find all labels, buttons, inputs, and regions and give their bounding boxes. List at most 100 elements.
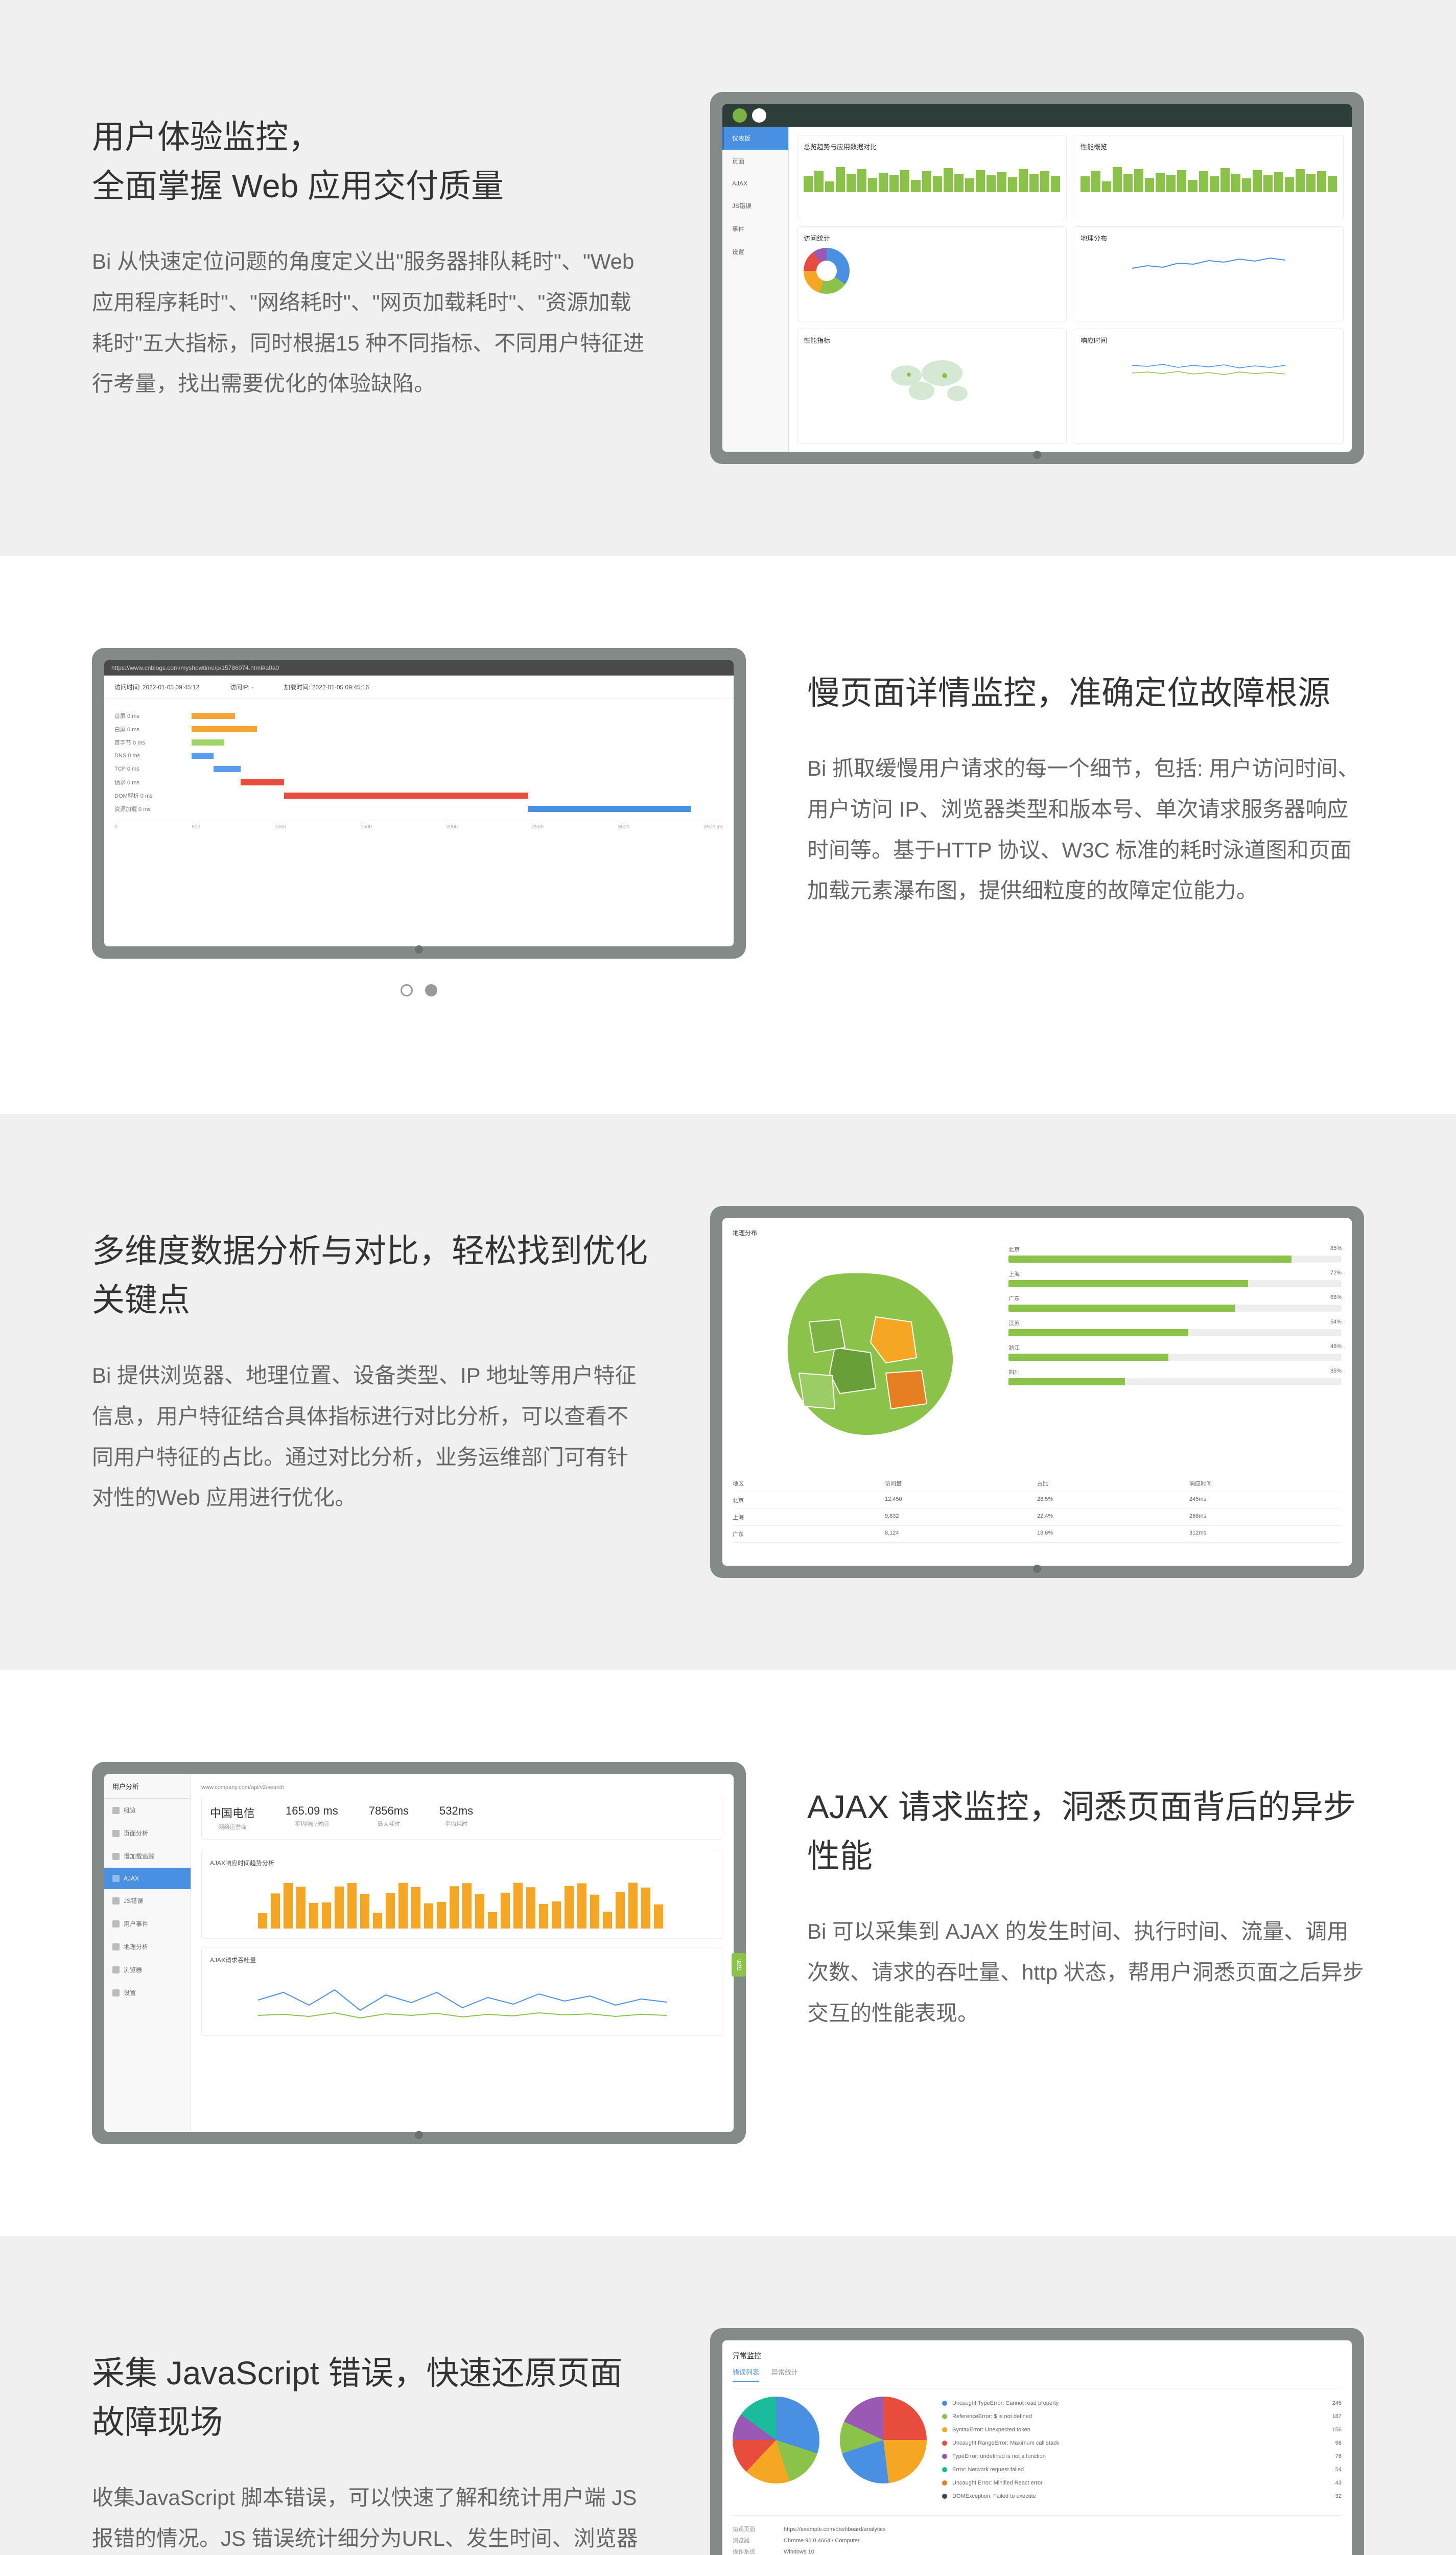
nav-label: JS错误 [124,1896,143,1905]
sidebar-item[interactable]: 页面 [722,150,788,173]
sidebar-item[interactable]: 慢加载追踪 [104,1845,191,1868]
error-count: 43 [1335,2480,1342,2486]
sidebar-item[interactable]: 页面分析 [104,1822,191,1845]
prog-fill [1008,1378,1125,1385]
feedback-badge[interactable]: 反馈 [732,1953,746,1977]
metric: 532ms平均耗时 [439,1804,473,1831]
bar [1199,171,1208,192]
dot-active[interactable] [425,984,437,996]
prog-value: 68% [1330,1294,1342,1303]
table-cell: 28.5% [1037,1496,1189,1504]
bar-track [181,713,723,719]
image-column: 仪表板页面AJAXJS错误事件设置 总览趋势与应用数据对比 性能概览 访问统计 [710,92,1364,464]
error-list-item[interactable]: DOMException: Failed to execute32 [942,2490,1342,2503]
sidebar-item[interactable]: 设置 [722,240,788,263]
progress-item: 北京85% [1008,1245,1342,1263]
sidebar-item[interactable]: 地理分析 [104,1935,191,1958]
axis-tick: 2000 [447,824,458,830]
text-column: 采集 JavaScript 错误，快速还原页面故障现场 收集JavaScript… [92,2328,649,2555]
tab-active[interactable]: 错误列表 [733,2367,759,2382]
error-text: Error: Network request failed [952,2467,1330,2473]
color-dot-icon [942,2427,947,2432]
progress-item: 广东68% [1008,1294,1342,1312]
image-column: 异常监控 错误列表 异常统计 Uncaught TypeError: Canno… [710,2328,1364,2555]
bar [814,171,824,192]
sidebar-item[interactable]: 事件 [722,217,788,240]
error-body: Uncaught TypeError: Cannot read property… [733,2397,1342,2503]
sidebar-header: 用户分析 [104,1774,191,1799]
section-desc: Bi 可以采集到 AJAX 的发生时间、执行时间、流量、调用次数、请求的吞吐量、… [807,1911,1364,2033]
geo-title: 地理分布 [733,1228,757,1237]
error-list-item[interactable]: ReferenceError: $ is not defined187 [942,2410,1342,2423]
prog-value: 35% [1330,1368,1342,1376]
bar-track [181,793,723,799]
info-value: 2022-01-05 09:45:16 [312,684,369,691]
row-label: TCP 0 ms [114,766,176,772]
prog-value: 85% [1330,1245,1342,1253]
waterfall-row: 资源加载 0 ms [114,802,723,816]
sidebar-item[interactable]: AJAX [104,1868,191,1889]
prog-bar [1008,1329,1342,1336]
section-title: 慢页面详情监控，准确定位故障根源 [807,668,1364,717]
image-column: https://www.cnblogs.com/myshowtime/p/157… [92,648,746,1022]
table-row: 上海9,83222.4%268ms [733,1509,1342,1526]
sidebar-item[interactable]: 仪表板 [722,127,788,150]
bar [1123,174,1133,192]
device-frame: 仪表板页面AJAXJS错误事件设置 总览趋势与应用数据对比 性能概览 访问统计 [710,92,1364,464]
metric-label: 平均响应时间 [286,1820,338,1828]
bar [192,726,256,732]
metric-label: 网络运营商 [210,1823,255,1831]
sidebar-item[interactable]: JS错误 [104,1889,191,1912]
bar [192,753,213,759]
text-column: 用户体验监控， 全面掌握 Web 应用交付质量 Bi 从快速定位问题的角度定义出… [92,92,649,404]
error-count: 98 [1335,2440,1342,2446]
error-list-item[interactable]: SyntaxError: Unexpected token 156 [942,2423,1342,2436]
sidebar-item[interactable]: 浏览器 [104,1958,191,1981]
progress-item: 浙江48% [1008,1343,1342,1361]
error-count: 156 [1332,2427,1342,2433]
device-frame: 用户分析概览页面分析慢加载追踪AJAXJS错误用户事件地理分析浏览器设置 www… [92,1762,746,2144]
sidebar-item[interactable]: JS错误 [722,194,788,217]
sidebar-item[interactable]: 概览 [104,1799,191,1822]
dot[interactable] [401,984,413,996]
bar [868,178,877,192]
detail-value: Windows 10 [784,2546,814,2555]
sidebar-item[interactable]: 设置 [104,1981,191,2004]
row-label: 白屏 0 ms [114,725,176,733]
prog-label: 四川 [1008,1368,1020,1376]
error-list-item[interactable]: Uncaught TypeError: Cannot read property… [942,2397,1342,2410]
table-row: 北京12,45028.5%245ms [733,1492,1342,1509]
metric: 7856ms最大耗时 [369,1804,409,1831]
bar [933,176,942,192]
page-title: 异常监控 [733,2351,1342,2361]
error-list-item[interactable]: Uncaught RangeError: Maximum call stack9… [942,2436,1342,2450]
app-logo-icon [752,108,766,123]
error-header: 异常监控 错误列表 异常统计 [733,2351,1342,2388]
progress-item: 江苏54% [1008,1319,1342,1336]
nav-label: 设置 [124,1988,136,1997]
detail-label: 浏览器 [733,2535,784,2546]
bar [214,766,241,772]
image-column: 地理分布 北京85%上海72%广东68%江苏54%浙江48%四川35 [710,1206,1364,1578]
error-list-item[interactable]: TypeError: undefined is not a function76 [942,2450,1342,2463]
bar [804,176,813,193]
error-text: SyntaxError: Unexpected token [952,2427,1327,2433]
card-title: 响应时间 [1081,335,1337,345]
tab[interactable]: 异常统计 [771,2367,798,2382]
error-list-item[interactable]: Error: Network request failed54 [942,2463,1342,2476]
info-row: 访问时间: 2022-01-05 09:45:12 访问IP: - 加载时间: … [104,676,734,699]
bar [1091,171,1100,192]
table-cell: 12,450 [885,1496,1037,1504]
table-row: 广东8,12418.6%312ms [733,1526,1342,1543]
bar [1242,178,1251,192]
sidebar-item[interactable]: 用户事件 [104,1912,191,1935]
error-list-item[interactable]: Uncaught Error: Minified React error43 [942,2476,1342,2490]
error-text: ReferenceError: $ is not defined [952,2413,1327,2420]
prog-fill [1008,1329,1188,1336]
waterfall-row: DNS 0 ms [114,749,723,762]
card-title: 性能指标 [804,335,1060,345]
row-label: 首屏 0 ms [114,712,176,720]
progress-item: 四川 35% [1008,1368,1342,1385]
sidebar-item[interactable]: AJAX [722,173,788,194]
prog-fill [1008,1280,1248,1287]
